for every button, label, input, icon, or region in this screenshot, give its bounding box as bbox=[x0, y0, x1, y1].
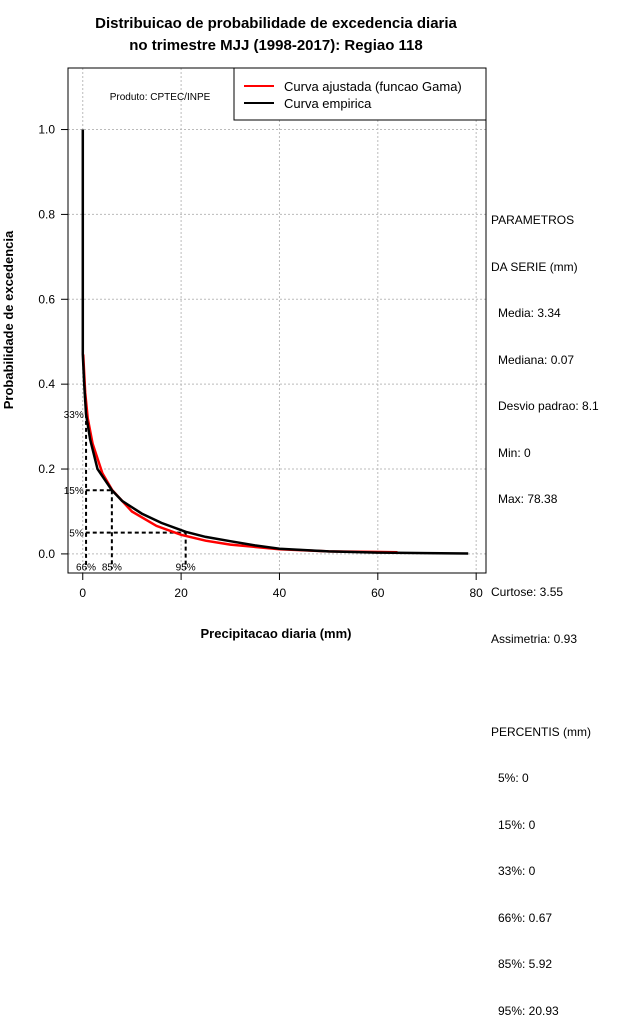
percentil-66: 66%: 0.67 bbox=[498, 910, 553, 925]
y-tick-label: 0.6 bbox=[38, 292, 55, 306]
x-tick-label: 60 bbox=[371, 586, 385, 600]
chart-title-line1: Distribuicao de probabilidade de exceden… bbox=[95, 15, 457, 32]
percentile-v-label: 95% bbox=[176, 563, 196, 574]
stat-media: Media: 3.34 bbox=[498, 306, 561, 320]
percentil-15: 15%: 0 bbox=[498, 817, 536, 832]
stat-assimetria: Assimetria: 0.93 bbox=[491, 631, 578, 646]
stat-mediana: Mediana: 0.07 bbox=[498, 352, 575, 367]
y-tick-label: 0.8 bbox=[38, 207, 55, 221]
x-tick-label: 20 bbox=[174, 586, 188, 600]
stats-header: PARAMETROS bbox=[491, 213, 575, 227]
stat-min: Min: 0 bbox=[498, 445, 531, 460]
stat-max: Max: 78.38 bbox=[498, 492, 558, 506]
y-tick-label: 0.0 bbox=[38, 547, 55, 561]
y-tick-label: 1.0 bbox=[38, 123, 55, 137]
percentile-v-label: 85% bbox=[102, 563, 122, 574]
chart-title-line2: no trimestre MJJ (1998-2017): Regiao 118 bbox=[129, 37, 422, 54]
chart-svg: Distribuicao de probabilidade de exceden… bbox=[1, 15, 487, 641]
y-axis-label: Probabilidade de excedencia bbox=[1, 230, 16, 409]
percentis-header: PERCENTIS (mm) bbox=[491, 724, 591, 739]
product-annotation: Produto: CPTEC/INPE bbox=[110, 92, 211, 103]
empirical-curve bbox=[81, 129, 469, 555]
percentil-85: 85%: 5.92 bbox=[498, 957, 553, 971]
chart-figure: Distribuicao de probabilidade de exceden… bbox=[1, 15, 599, 1018]
stat-desvio: Desvio padrao: 8.1 bbox=[498, 399, 599, 413]
percentile-v-label: 66% bbox=[76, 563, 96, 574]
x-tick-label: 80 bbox=[469, 586, 483, 600]
percentil-5: 5%: 0 bbox=[498, 771, 529, 785]
series-statistics: PARAMETROS DA SERIE (mm) Media: 3.34 Med… bbox=[491, 182, 599, 1035]
legend: Curva ajustada (funcao Gama) Curva empir… bbox=[233, 67, 487, 121]
y-tick-label: 0.4 bbox=[38, 377, 55, 391]
percentile-h-label: 5% bbox=[69, 529, 84, 540]
plot-frame bbox=[67, 67, 487, 574]
legend-label-fitted: Curva ajustada (funcao Gama) bbox=[284, 79, 462, 94]
stats-subheader: DA SERIE (mm) bbox=[491, 259, 578, 274]
x-tick-label: 40 bbox=[273, 586, 287, 600]
percentil-95: 95%: 20.93 bbox=[498, 1003, 559, 1018]
percentile-h-label: 33% bbox=[64, 410, 84, 421]
legend-label-empirical: Curva empirica bbox=[284, 96, 372, 111]
x-tick-label: 0 bbox=[79, 586, 86, 600]
stat-curtose: Curtose: 3.55 bbox=[491, 585, 564, 599]
y-tick-label: 0.2 bbox=[38, 462, 55, 476]
x-axis-label: Precipitacao diaria (mm) bbox=[201, 626, 352, 641]
percentile-h-label: 15% bbox=[64, 486, 84, 497]
percentil-33: 33%: 0 bbox=[498, 864, 536, 878]
